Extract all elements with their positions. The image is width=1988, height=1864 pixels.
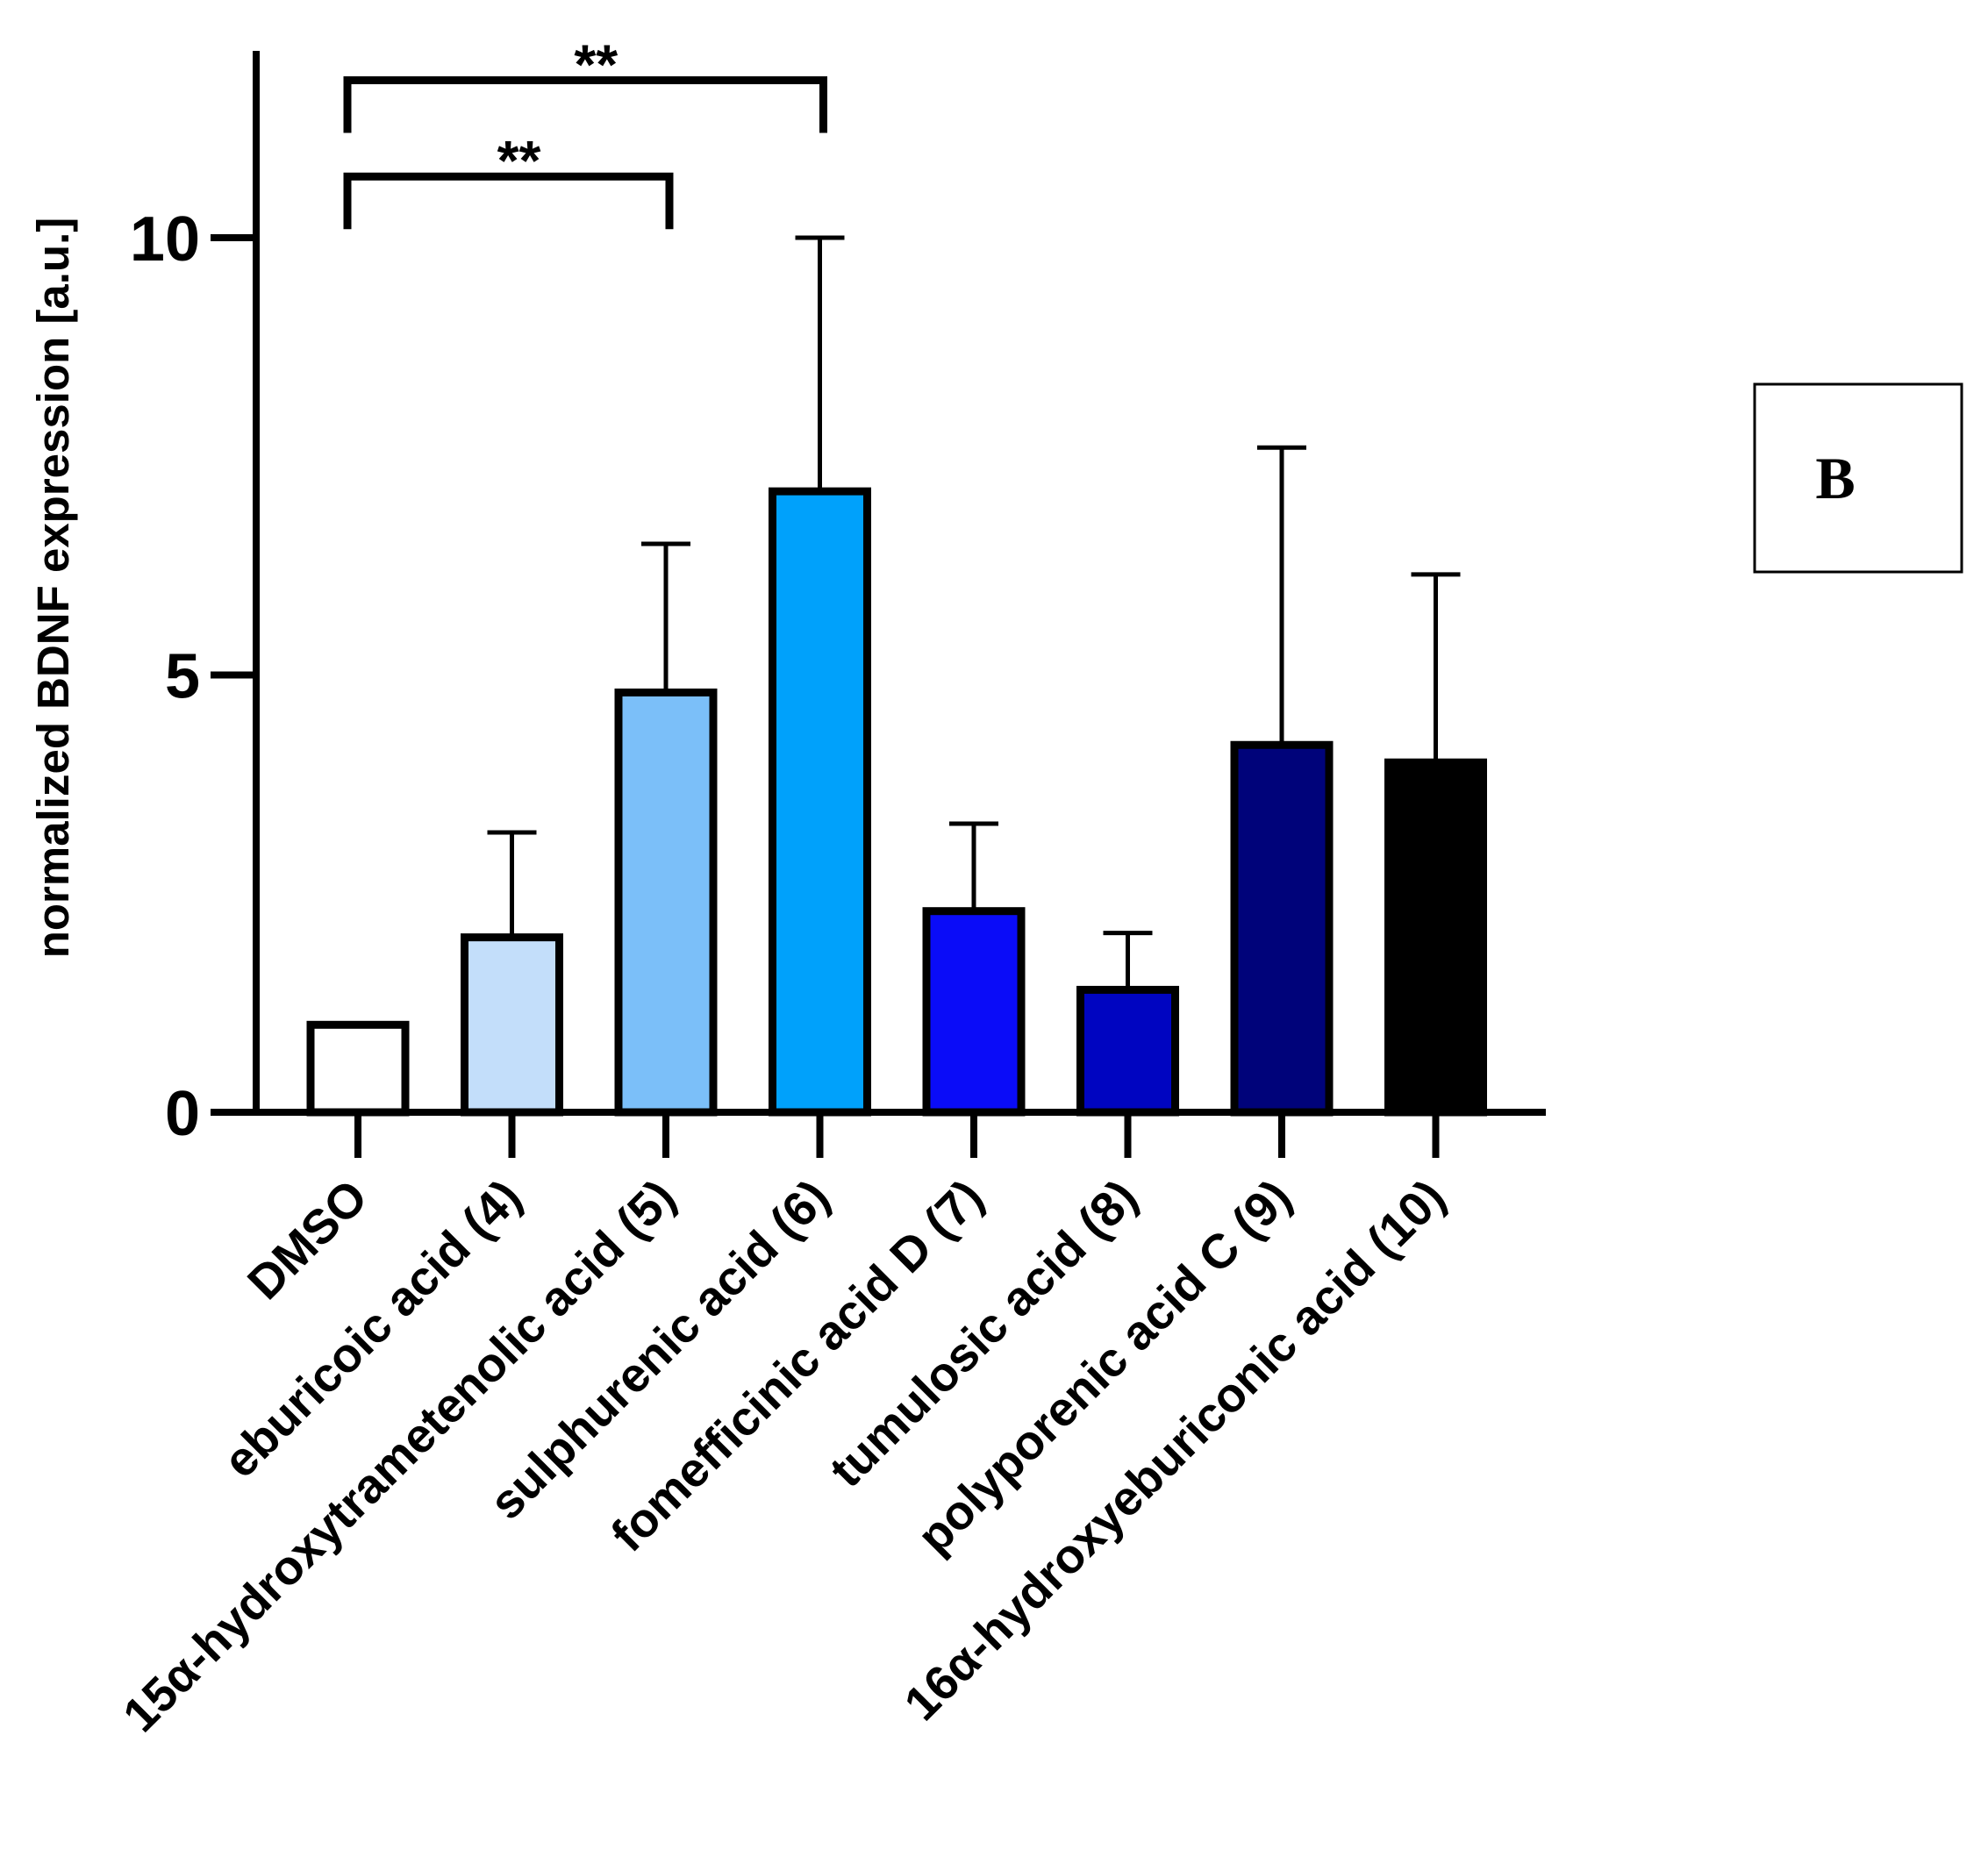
significance-bracket-2	[343, 76, 827, 133]
significance-layer: ** **	[343, 33, 827, 230]
bar-4	[769, 487, 871, 1117]
significance-label-1: **	[497, 129, 541, 192]
y-ticks-layer: 0 5 10	[130, 204, 256, 1149]
error-bars-layer	[487, 235, 1461, 990]
x-tick-label-1: DMSO	[237, 1169, 378, 1311]
x-tick-label-3: 15α-hydroxytrametenolic acid (5)	[112, 1169, 685, 1742]
y-axis-label: normalized BDNF expression [a.u.]	[28, 218, 78, 959]
bars-layer	[306, 487, 1487, 1117]
bar-5	[922, 907, 1026, 1117]
y-tick-label-0: 0	[165, 1079, 200, 1149]
bar-8	[1384, 758, 1487, 1117]
x-tick-label-2: eburicoic acid (4)	[212, 1169, 532, 1489]
y-tick-label-2: 10	[130, 204, 200, 275]
panel-label-box: B	[1753, 382, 1963, 574]
panel-label: B	[1815, 445, 1855, 511]
x-tick-label-8: 16α-hydroxyeburiconic acid (10)	[893, 1169, 1455, 1732]
bar-7	[1230, 740, 1334, 1117]
bar-2	[461, 933, 563, 1117]
significance-bracket-1	[343, 172, 674, 230]
bar-1	[306, 1020, 410, 1117]
y-tick-label-1: 5	[165, 642, 200, 712]
bar-3	[614, 688, 718, 1117]
axes-layer	[211, 51, 1546, 1116]
bar-6	[1076, 985, 1179, 1117]
significance-label-2: **	[574, 33, 618, 96]
